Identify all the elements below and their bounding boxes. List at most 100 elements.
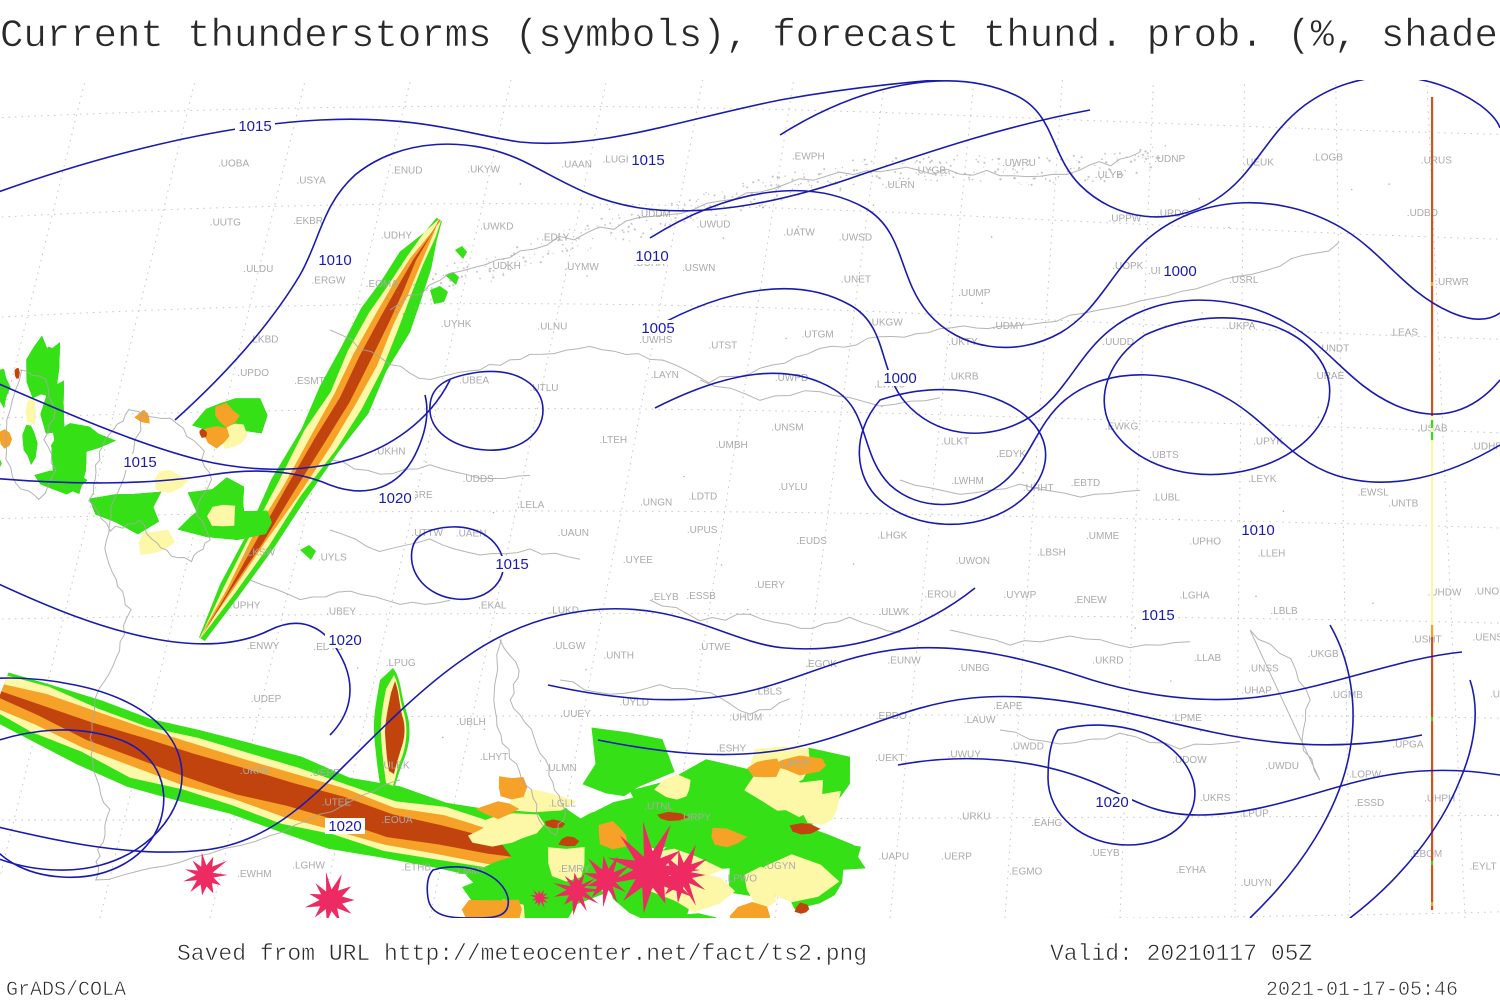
- svg-text:1020: 1020: [328, 818, 361, 835]
- svg-text:.ULMN: .ULMN: [546, 763, 577, 774]
- svg-text:.UGYN: .UGYN: [764, 861, 796, 872]
- svg-text:.UOBA: .UOBA: [218, 158, 249, 169]
- svg-text:.ENWY: .ENWY: [247, 641, 280, 652]
- svg-text:.UTNL: .UTNL: [644, 801, 673, 812]
- svg-text:.EWHM: .EWHM: [237, 869, 271, 880]
- svg-text:.LHYT: .LHYT: [480, 752, 508, 763]
- svg-text:1020: 1020: [378, 490, 411, 507]
- svg-text:.UDBD: .UDBD: [1407, 208, 1438, 219]
- svg-text:.LGHA: .LGHA: [1180, 590, 1210, 601]
- svg-text:.UERP: .UERP: [941, 852, 972, 863]
- svg-text:.UYHK: .UYHK: [441, 319, 472, 330]
- svg-text:.UEYB: .UEYB: [1090, 848, 1120, 859]
- svg-text:.UWSD: .UWSD: [839, 233, 872, 244]
- svg-text:.LGLL: .LGLL: [549, 799, 577, 810]
- svg-text:.UUTG: .UUTG: [210, 217, 241, 228]
- svg-text:.ERGW: .ERGW: [312, 276, 346, 287]
- svg-text:.UERY: .UERY: [755, 580, 786, 591]
- svg-text:.UGMB: .UGMB: [1330, 690, 1363, 701]
- svg-text:.ULNU: .ULNU: [537, 322, 567, 333]
- svg-text:.UNSS: .UNSS: [1248, 664, 1279, 675]
- svg-text:.LBSH: .LBSH: [1037, 548, 1066, 559]
- svg-text:.UDKH: .UDKH: [490, 261, 521, 272]
- svg-text:.UYLU: .UYLU: [778, 482, 807, 493]
- svg-text:.UYWP: .UYWP: [1004, 590, 1037, 601]
- svg-text:.LPUG: .LPUG: [386, 658, 416, 669]
- svg-text:.EUDS: .EUDS: [796, 536, 827, 547]
- svg-text:.UWUD: .UWUD: [697, 220, 731, 231]
- svg-text:.UKRB: .UKRB: [948, 372, 979, 383]
- svg-text:.LPWO: .LPWO: [725, 874, 757, 885]
- svg-text:.LUBL: .LUBL: [1152, 492, 1180, 503]
- svg-text:.URKU: .URKU: [959, 811, 990, 822]
- svg-text:.UTTW: .UTTW: [411, 528, 443, 539]
- svg-text:.EWSL: .EWSL: [1358, 488, 1390, 499]
- svg-text:.UKRK: .UKRK: [240, 766, 271, 777]
- svg-text:1020: 1020: [328, 632, 361, 649]
- svg-text:.UKGW: .UKGW: [869, 318, 903, 329]
- svg-text:.UATW: .UATW: [783, 227, 815, 238]
- svg-text:.ENEW: .ENEW: [1074, 595, 1107, 606]
- svg-text:.UDHY: .UDHY: [381, 230, 412, 241]
- svg-text:.UEUK: .UEUK: [1243, 158, 1274, 169]
- svg-text:.UPDO: .UPDO: [237, 368, 269, 379]
- svg-text:.LGHW: .LGHW: [292, 860, 325, 871]
- svg-text:.UWON: .UWON: [956, 556, 990, 567]
- svg-text:.UNTB: .UNTB: [1388, 499, 1418, 510]
- svg-text:.EROU: .EROU: [925, 590, 957, 601]
- svg-text:.USYA: .USYA: [297, 175, 327, 186]
- svg-text:.ULDU: .ULDU: [243, 264, 273, 275]
- svg-text:.UWKD: .UWKD: [480, 222, 513, 233]
- svg-text:.UEKT: .UEKT: [875, 753, 904, 764]
- svg-text:.EYLT: .EYLT: [1470, 862, 1497, 873]
- svg-text:.UHUM: .UHUM: [729, 713, 762, 724]
- svg-text:.URWR: .URWR: [1435, 277, 1469, 288]
- svg-text:.UNTH: .UNTH: [603, 650, 634, 661]
- svg-text:.EUNW: .EUNW: [887, 655, 921, 666]
- svg-text:.UKGB: .UKGB: [1308, 649, 1339, 660]
- svg-text:.UYMW: .UYMW: [564, 262, 599, 273]
- svg-text:.UOPK: .UOPK: [1112, 261, 1143, 272]
- svg-text:1015: 1015: [631, 152, 664, 169]
- svg-text:.UTWE: .UTWE: [698, 642, 731, 653]
- svg-text:1015: 1015: [238, 118, 271, 135]
- svg-text:.UENS: .UENS: [1473, 632, 1500, 643]
- svg-text:.ULRN: .ULRN: [885, 180, 915, 191]
- svg-text:1020: 1020: [1095, 794, 1128, 811]
- svg-text:1010: 1010: [635, 248, 668, 265]
- svg-text:.UTGM: .UTGM: [802, 330, 834, 341]
- svg-text:.LEAS: .LEAS: [1390, 327, 1419, 338]
- svg-text:.LELA: .LELA: [517, 500, 545, 511]
- svg-text:.UBLH: .UBLH: [456, 717, 485, 728]
- svg-text:.LTEH: .LTEH: [600, 435, 628, 446]
- svg-text:.ESMT: .ESMT: [294, 376, 325, 387]
- svg-text:.USHT: .USHT: [1412, 634, 1442, 645]
- svg-text:.UTLU: .UTLU: [530, 383, 559, 394]
- svg-text:.ULKT: .ULKT: [941, 436, 969, 447]
- svg-text:.URPY: .URPY: [680, 813, 711, 824]
- svg-text:.UHPH: .UHPH: [1424, 793, 1455, 804]
- svg-text:1005: 1005: [641, 320, 674, 337]
- svg-text:1010: 1010: [1241, 522, 1274, 539]
- svg-text:.ENUD: .ENUD: [391, 166, 422, 177]
- svg-text:.UBTS: .UBTS: [1149, 450, 1179, 461]
- svg-text:.URUS: .URUS: [1421, 156, 1452, 167]
- svg-text:.EGMO: .EGMO: [1009, 867, 1043, 878]
- svg-text:.UKRS: .UKRS: [1200, 793, 1231, 804]
- svg-text:.UMME: .UMME: [1086, 531, 1120, 542]
- svg-text:1015: 1015: [1141, 607, 1174, 624]
- svg-text:.UUYN: .UUYN: [1241, 878, 1272, 889]
- svg-text:.UKRD: .UKRD: [1092, 656, 1123, 667]
- svg-text:1015: 1015: [123, 454, 156, 471]
- svg-text:.UWRU: .UWRU: [1002, 158, 1036, 169]
- svg-text:.EBTD: .EBTD: [1071, 478, 1100, 489]
- svg-text:.UNOS: .UNOS: [1474, 587, 1500, 598]
- svg-text:.EAHG: .EAHG: [1031, 818, 1062, 829]
- svg-text:.UAPU: .UAPU: [879, 852, 910, 863]
- svg-text:.LEYK: .LEYK: [1248, 474, 1277, 485]
- svg-text:.USWN: .USWN: [682, 263, 715, 274]
- svg-text:1000: 1000: [1163, 263, 1196, 280]
- svg-text:.UPHO: .UPHO: [1189, 537, 1221, 548]
- svg-text:.UNDT: .UNDT: [1319, 343, 1350, 354]
- svg-text:.EKAL: .EKAL: [478, 601, 507, 612]
